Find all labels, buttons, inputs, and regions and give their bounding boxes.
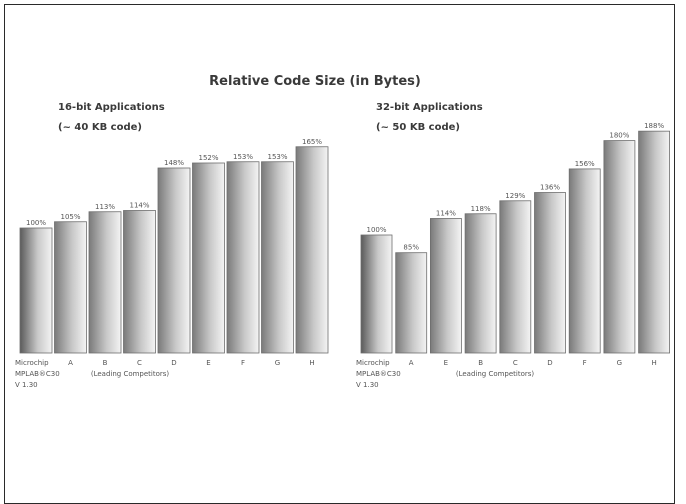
group-note: (Leading Competitors) <box>456 370 535 378</box>
bar-c <box>499 200 532 354</box>
bar-g <box>603 140 636 354</box>
category-label: H <box>309 359 314 367</box>
category-label: E <box>206 359 210 367</box>
category-sublabel: V 1.30 <box>356 381 379 389</box>
category-label: F <box>241 359 245 367</box>
value-label: 129% <box>505 192 525 200</box>
value-label: 114% <box>436 209 456 217</box>
bar-a <box>54 221 87 354</box>
value-label: 152% <box>198 154 218 162</box>
category-label: Microchip <box>15 359 49 367</box>
value-label: 153% <box>233 153 253 161</box>
value-label: 85% <box>403 244 419 252</box>
bar-f <box>568 168 601 354</box>
chart-canvas: Relative Code Size (in Bytes) 16-bit App… <box>15 74 670 389</box>
bar-microchip <box>360 234 393 354</box>
bar-b <box>88 211 122 354</box>
chart-panel-1: 16-bit Applications (~ 40 KB code) 100% Mic… <box>15 102 329 389</box>
bar-microchip <box>19 227 53 354</box>
value-label: 100% <box>26 219 46 227</box>
value-label: 118% <box>471 205 491 213</box>
value-label: 136% <box>540 184 560 192</box>
value-label: 113% <box>95 203 115 211</box>
panel-title: 16-bit Applications <box>58 102 165 113</box>
value-label: 148% <box>164 159 184 167</box>
category-sublabel: MPLAB®C30 <box>356 370 401 378</box>
group-note: (Leading Competitors) <box>91 370 170 378</box>
bar-g <box>261 161 294 354</box>
bar-h <box>638 130 670 354</box>
category-label: D <box>171 359 176 367</box>
category-label: F <box>583 359 587 367</box>
value-label: 114% <box>129 202 149 210</box>
bar-e <box>429 218 462 354</box>
category-label: H <box>651 359 656 367</box>
bar-a <box>395 252 428 354</box>
panel-subtitle: (~ 50 KB code) <box>376 122 460 133</box>
value-label: 156% <box>575 160 595 168</box>
value-label: 180% <box>609 132 629 140</box>
category-sublabel: MPLAB®C30 <box>15 370 60 378</box>
panel-title: 32-bit Applications <box>376 102 483 113</box>
panel-subtitle: (~ 40 KB code) <box>58 122 142 133</box>
chart-panel-2: 32-bit Applications (~ 50 KB code) 100% Mic… <box>356 102 670 389</box>
category-label: B <box>478 359 483 367</box>
category-label: C <box>137 359 142 367</box>
category-label: C <box>513 359 518 367</box>
bar-d <box>534 192 566 354</box>
bar-h <box>295 146 329 354</box>
chart-title: Relative Code Size (in Bytes) <box>209 74 421 89</box>
category-label: G <box>617 359 622 367</box>
bar-f <box>226 161 260 354</box>
category-label: A <box>68 359 73 367</box>
category-label: Microchip <box>356 359 390 367</box>
value-label: 105% <box>60 213 80 221</box>
value-label: 100% <box>366 226 386 234</box>
bar-c <box>123 210 156 354</box>
value-label: 165% <box>302 138 322 146</box>
category-label: E <box>444 359 448 367</box>
category-label: D <box>547 359 552 367</box>
category-label: G <box>275 359 280 367</box>
bar-d <box>157 167 191 354</box>
category-label: A <box>409 359 414 367</box>
bar-b <box>464 213 497 354</box>
value-label: 153% <box>267 153 287 161</box>
category-label: B <box>103 359 108 367</box>
value-label: 188% <box>644 122 664 130</box>
category-sublabel: V 1.30 <box>15 381 38 389</box>
bar-e <box>192 162 225 354</box>
